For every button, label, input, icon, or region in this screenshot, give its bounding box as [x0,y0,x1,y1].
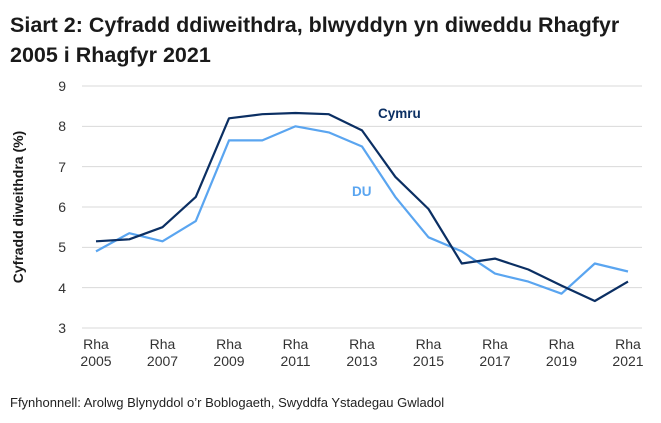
x-tick-month: Rha [83,336,109,352]
cymru-line [95,111,629,303]
y-tick-label: 4 [58,279,66,296]
x-tick-label: Rha 2005 [71,336,121,370]
chart-title: Siart 2: Cyfradd ddiweithdra, blwyddyn y… [10,13,620,67]
x-tick-year: 2013 [346,353,378,369]
x-tick-year: 2015 [412,353,445,369]
x-tick-label: Rha 2007 [138,336,188,370]
x-tick-year: 2009 [213,353,245,369]
x-tick-year: 2017 [479,353,511,369]
x-tick-label: Rha 2013 [337,336,387,370]
x-tick-year: 2021 [612,353,644,369]
du-line [95,125,629,295]
x-tick-year: 2019 [545,353,578,369]
x-tick-label: Rha 2011 [271,336,321,370]
source-note: Ffynhonnell: Arolwg Blynyddol o’r Boblog… [10,395,445,410]
x-tick-label: Rha 2017 [470,336,520,370]
x-tick-month: Rha [482,336,508,352]
x-tick-month: Rha [149,336,176,352]
x-tick-label: Rha 2009 [204,336,254,370]
x-tick-month: Rha [349,336,375,352]
gridlines [82,85,642,329]
x-tick-month: Rha [415,336,442,352]
x-tick-label: Rha 2019 [537,336,587,370]
x-tick-month: Rha [615,336,641,352]
x-tick-year: 2007 [146,353,179,369]
x-tick-month: Rha [216,336,242,352]
y-tick-label: 8 [58,118,66,135]
cymru-series-label: Cymru [378,106,421,121]
x-tick-label: Rha 2015 [404,336,454,370]
x-tick-year: 2011 [280,353,311,369]
y-tick-label: 6 [58,199,66,215]
y-tick-label: 7 [58,158,66,175]
y-tick-label: 5 [58,239,66,256]
y-tick-label: 9 [58,78,66,94]
x-tick-year: 2005 [80,353,112,369]
x-tick-label: Rha 2021 [603,336,653,370]
du-series-label: DU [352,184,372,199]
y-tick-label: 3 [58,320,66,336]
x-tick-month: Rha [548,336,575,352]
x-tick-month: Rha [282,336,309,352]
